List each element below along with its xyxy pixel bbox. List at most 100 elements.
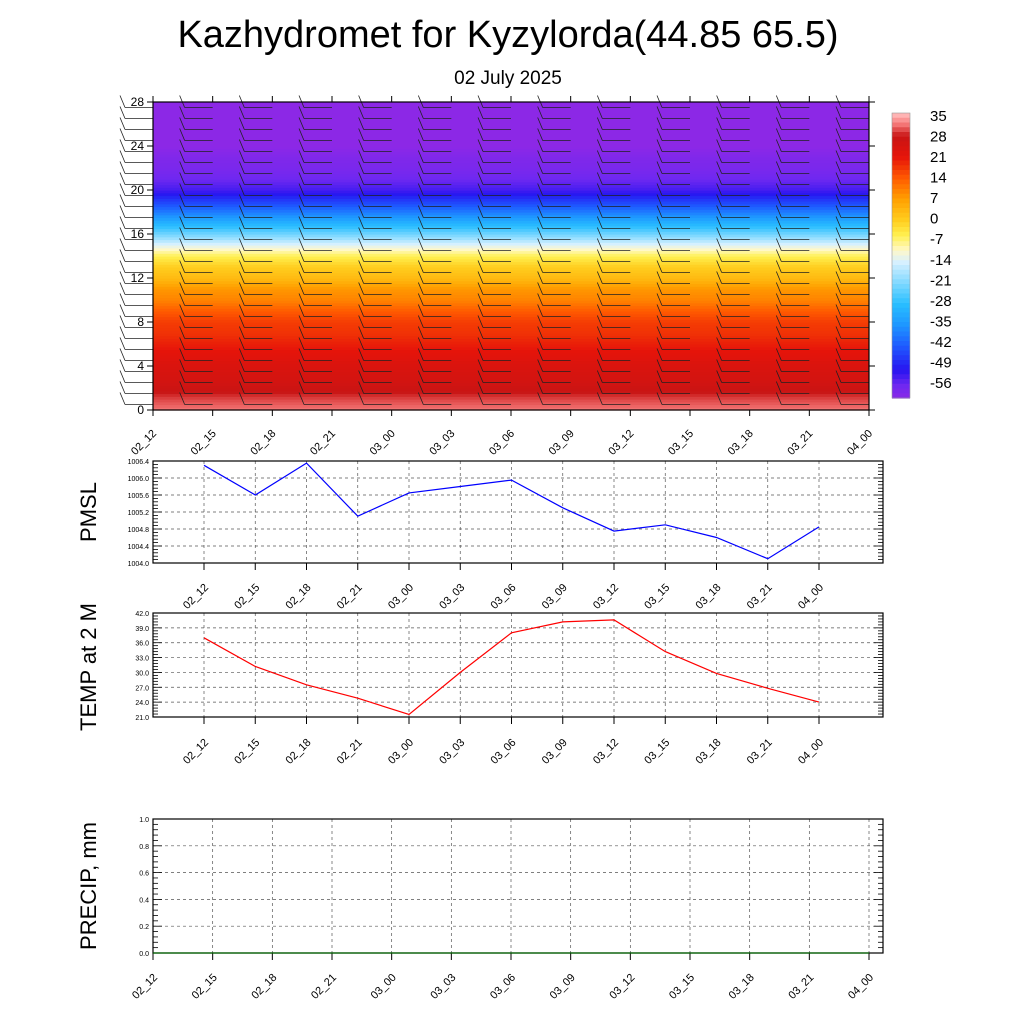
wind-barb-flag	[358, 304, 365, 317]
y-tick-label: 33.0	[135, 656, 149, 663]
wind-barb-flag	[238, 106, 245, 119]
colorbar-cell	[892, 317, 910, 323]
heatmap-cell	[153, 272, 869, 276]
wind-barb-flag	[119, 348, 126, 361]
heatmap-cell	[153, 305, 869, 309]
wind-barb-flag	[537, 194, 544, 207]
wind-barb-flag	[477, 150, 484, 163]
heatmap-cell	[153, 115, 869, 120]
wind-barb-flag	[596, 260, 603, 273]
wind-barb-flag	[775, 205, 782, 218]
heatmap-cell	[153, 146, 869, 150]
wind-barb-flag	[298, 183, 305, 196]
panel-frame	[152, 460, 884, 564]
wind-barb-flag	[656, 172, 663, 185]
heatmap-cell	[153, 297, 869, 301]
x-tick-label: 02_12	[129, 428, 159, 458]
wind-barb-flag	[775, 370, 782, 383]
heatmap-cell	[153, 275, 869, 279]
wind-barb-flag	[716, 161, 723, 174]
x-tick-label: 02_21	[308, 428, 338, 458]
colorbar-cell	[892, 241, 910, 247]
colorbar-label: -49	[930, 354, 952, 371]
heatmap-cell	[153, 168, 869, 172]
wind-barb-flag	[656, 216, 663, 229]
wind-barb-flag	[477, 249, 484, 262]
wind-barb-flag	[596, 348, 603, 361]
wind-barb-flag	[716, 227, 723, 240]
heatmap-cell	[153, 349, 869, 353]
colorbar-cell	[892, 374, 910, 380]
wind-barb-flag	[716, 337, 723, 350]
y-tick-label: 1005.6	[128, 493, 150, 500]
colorbar-cell	[892, 231, 910, 238]
y-tick-label: 8	[137, 315, 144, 329]
wind-barb-flag	[477, 194, 484, 207]
wind-barb-flag	[179, 348, 186, 361]
heatmap-cell	[153, 113, 869, 117]
y-tick-label: 1.0	[139, 817, 149, 824]
wind-barb-flag	[835, 359, 842, 372]
wind-barb-flag	[537, 348, 544, 361]
wind-barb-flag	[238, 271, 245, 284]
y-tick-label: 4	[137, 359, 144, 373]
wind-barb-flag	[238, 370, 245, 383]
wind-barb-flag	[119, 315, 126, 328]
wind-barb-flag	[119, 392, 126, 405]
wind-barb-flag	[238, 205, 245, 218]
colorbar-cell	[892, 203, 910, 209]
heatmap-cell	[153, 234, 869, 238]
wind-barb-flag	[238, 194, 245, 207]
colorbar-cell	[892, 208, 910, 214]
wind-barb-flag	[537, 106, 544, 119]
y-axis-title: PMSL	[76, 482, 101, 542]
heatmap-cell	[153, 137, 869, 142]
wind-barb-flag	[358, 370, 365, 383]
colorbar-cell	[892, 360, 910, 366]
wind-barb-flag	[835, 282, 842, 295]
wind-barb-flag	[298, 194, 305, 207]
wind-barb-flag	[358, 326, 365, 339]
wind-barb-flag	[716, 260, 723, 273]
colorbar-cell	[892, 298, 910, 304]
wind-barb-flag	[656, 348, 663, 361]
wind-barb-flag	[775, 128, 782, 141]
heatmap-cell	[153, 258, 869, 263]
wind-barb-flag	[477, 205, 484, 218]
colorbar-cell	[892, 312, 910, 318]
wind-barb-flag	[835, 205, 842, 218]
colorbar-cell	[892, 184, 910, 190]
heatmap-cell	[153, 379, 869, 384]
colorbar-cell	[892, 250, 910, 257]
colorbar-cell	[892, 364, 910, 371]
wind-barb-flag	[298, 293, 305, 306]
y-tick-label: 0.8	[139, 844, 149, 851]
wind-barb-flag	[596, 271, 603, 284]
wind-barb-flag	[358, 227, 365, 240]
wind-barb-flag	[119, 172, 126, 185]
wind-barb-flag	[477, 381, 484, 394]
colorbar-cell	[892, 146, 910, 152]
colorbar-label: -21	[930, 272, 952, 289]
x-tick-label: 03_00	[386, 737, 416, 767]
heatmap-cell	[153, 107, 869, 111]
wind-barb-flag	[835, 128, 842, 141]
colorbar-label: 14	[930, 170, 947, 187]
wind-barb-flag	[656, 183, 663, 196]
colorbar-cell	[892, 151, 910, 157]
heatmap-cell	[153, 341, 869, 345]
wind-barb-flag	[417, 348, 424, 361]
wind-barb-flag	[179, 106, 186, 119]
heatmap-cell	[153, 404, 869, 408]
wind-barb-flag	[537, 117, 544, 130]
colorbar-cell	[892, 212, 910, 219]
wind-barb-flag	[835, 293, 842, 306]
x-tick-label: 03_12	[591, 737, 621, 767]
wind-barb-flag	[298, 172, 305, 185]
wind-barb-flag	[119, 117, 126, 130]
wind-barb-flag	[477, 128, 484, 141]
wind-barb-flag	[119, 183, 126, 196]
wind-barb-flag	[298, 161, 305, 174]
heatmap-cell	[153, 319, 869, 323]
wind-barb-flag	[119, 249, 126, 262]
